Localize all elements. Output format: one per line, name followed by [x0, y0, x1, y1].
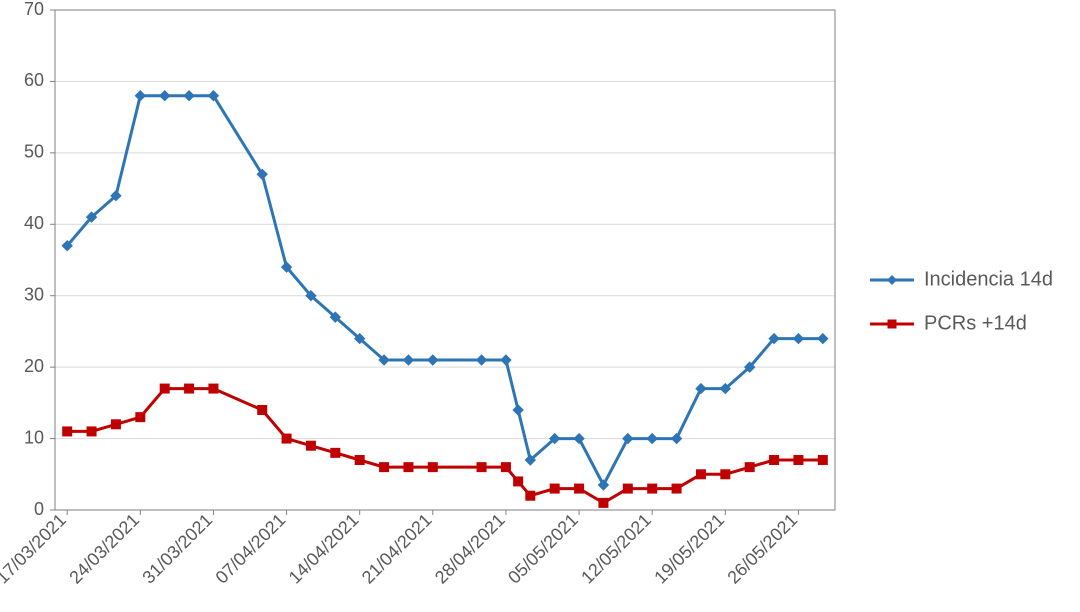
legend-label: Incidencia 14d	[924, 268, 1053, 290]
series-marker	[770, 456, 779, 465]
series-marker	[696, 470, 705, 479]
y-tick-label: 30	[24, 284, 44, 304]
legend-label: PCRs +14d	[924, 312, 1027, 334]
series-marker	[111, 420, 120, 429]
series-marker	[745, 463, 754, 472]
series-marker	[501, 463, 510, 472]
series-marker	[794, 456, 803, 465]
series-marker	[87, 427, 96, 436]
line-chart: 01020304050607017/03/202124/03/202131/03…	[0, 0, 1080, 612]
series-marker	[355, 456, 364, 465]
series-marker	[818, 456, 827, 465]
series-marker	[428, 463, 437, 472]
y-tick-label: 20	[24, 356, 44, 376]
series-marker	[258, 406, 267, 415]
y-tick-label: 60	[24, 70, 44, 90]
y-tick-label: 10	[24, 427, 44, 447]
series-marker	[672, 484, 681, 493]
series-marker	[306, 441, 315, 450]
series-marker	[575, 484, 584, 493]
y-tick-label: 40	[24, 213, 44, 233]
legend-swatch-marker	[888, 320, 897, 329]
series-marker	[282, 434, 291, 443]
series-marker	[623, 484, 632, 493]
series-marker	[331, 448, 340, 457]
y-tick-label: 0	[34, 499, 44, 519]
series-marker	[514, 477, 523, 486]
series-marker	[550, 484, 559, 493]
series-marker	[185, 384, 194, 393]
series-marker	[477, 463, 486, 472]
series-marker	[209, 384, 218, 393]
y-tick-label: 50	[24, 142, 44, 162]
series-marker	[136, 413, 145, 422]
series-marker	[160, 384, 169, 393]
series-marker	[63, 427, 72, 436]
chart-svg: 01020304050607017/03/202124/03/202131/03…	[0, 0, 1080, 612]
series-marker	[599, 498, 608, 507]
series-marker	[380, 463, 389, 472]
series-marker	[648, 484, 657, 493]
series-marker	[404, 463, 413, 472]
series-marker	[526, 491, 535, 500]
series-marker	[721, 470, 730, 479]
y-tick-label: 70	[24, 0, 44, 19]
